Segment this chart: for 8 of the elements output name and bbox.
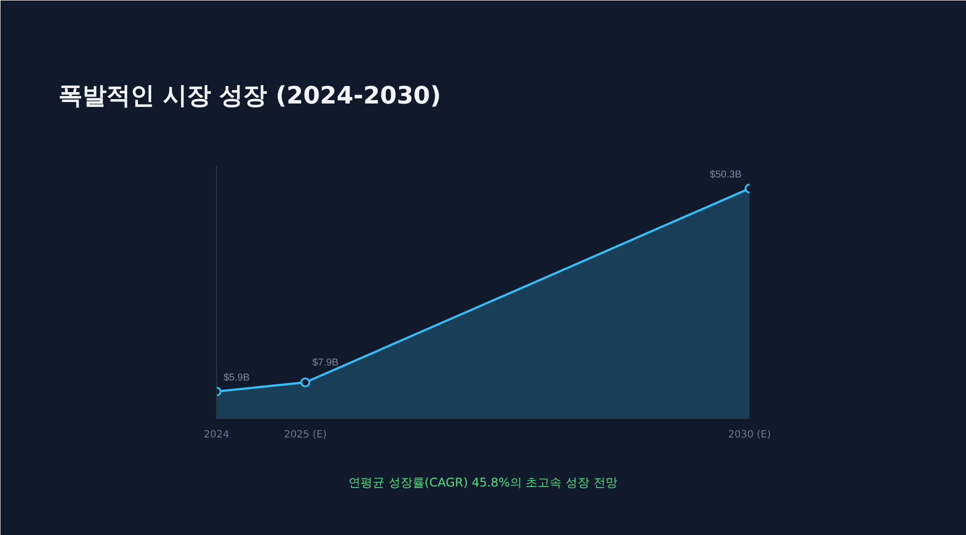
data-label: $50.3B (710, 170, 742, 180)
x-tick-label: 2030 (E) (728, 430, 771, 440)
data-label: $5.9B (224, 372, 250, 384)
x-tick-label: 2025 (E) (284, 430, 327, 440)
data-label: $7.9B (312, 357, 339, 368)
x-tick-label: 2024 (204, 430, 230, 440)
text: 연평균 성장률(CAGR) 45.8%의 초고속 성장 전망 (348, 476, 618, 490)
chart-title: 폭발적인 시장 성장 (2024-2030) (58, 82, 442, 110)
